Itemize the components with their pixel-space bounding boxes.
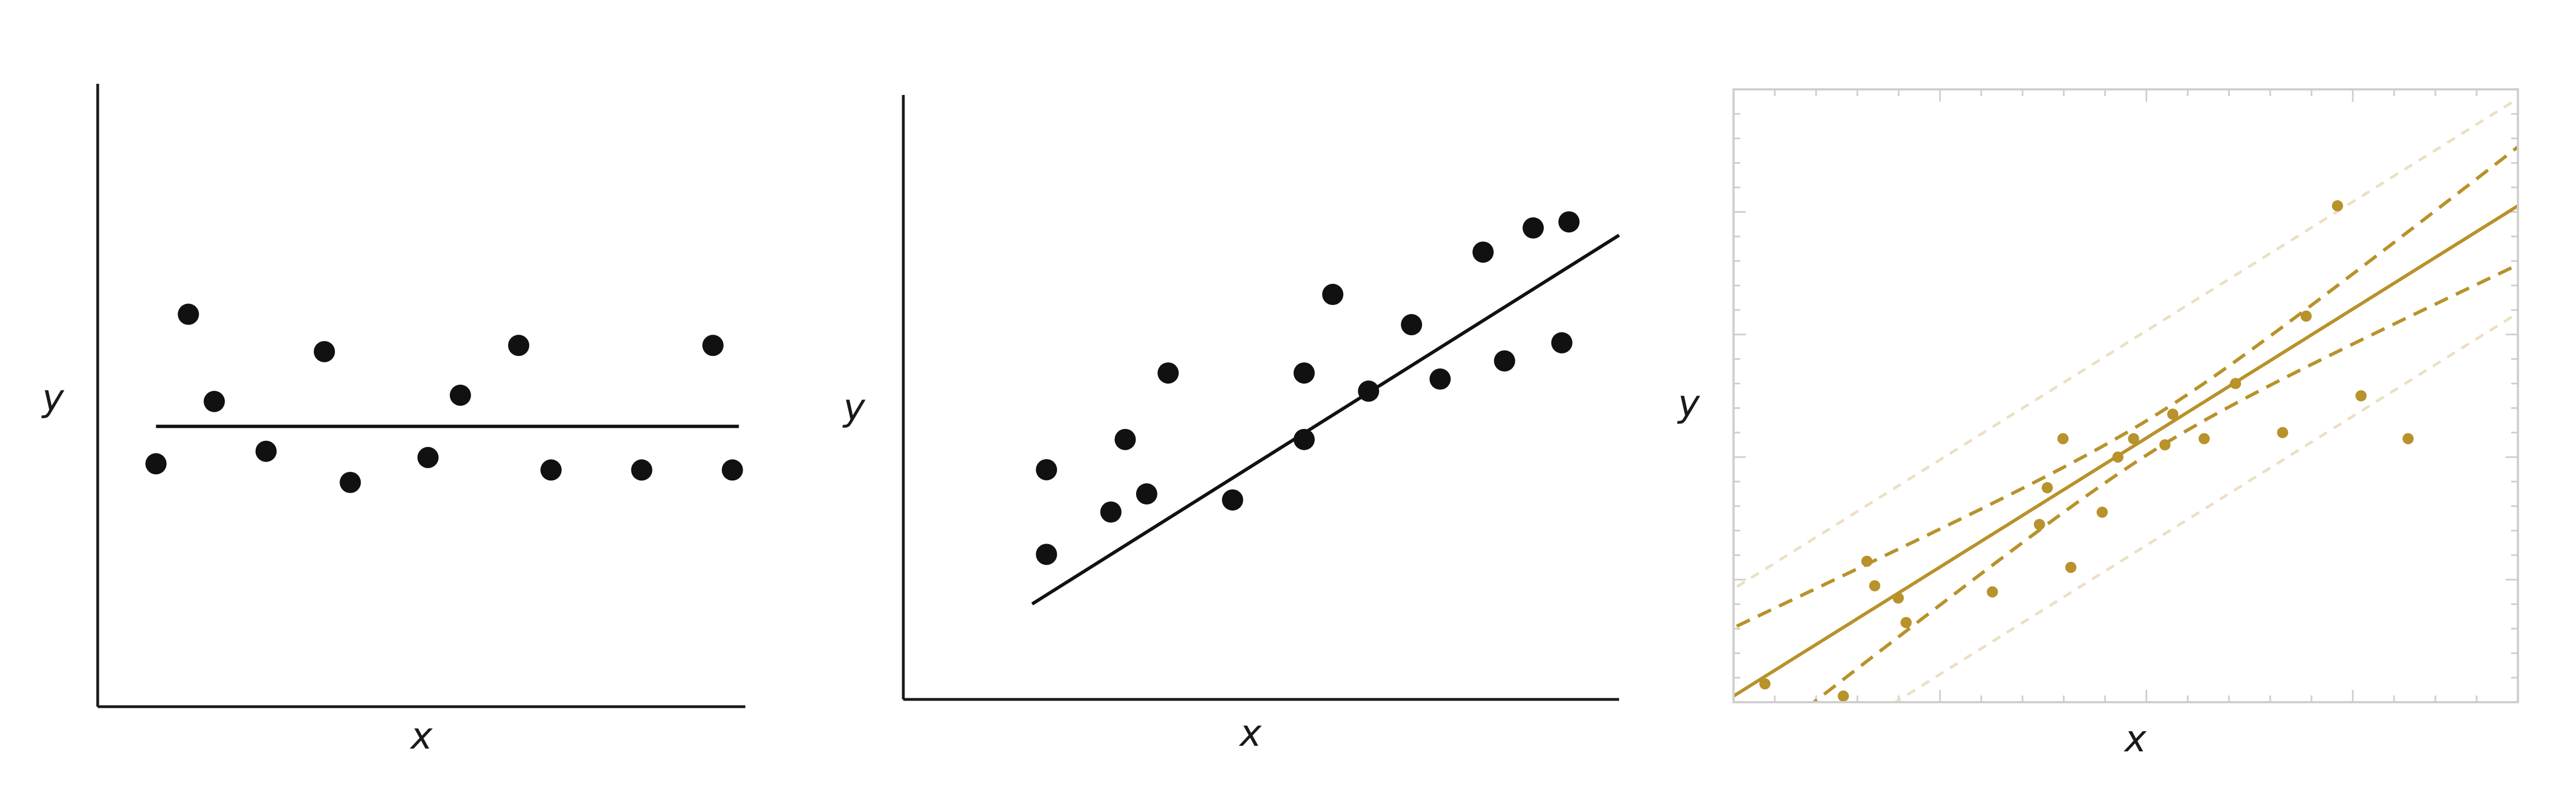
chart-3-point <box>1861 555 1873 567</box>
chart-1-point <box>203 390 225 412</box>
chart-3-point <box>1837 690 1849 701</box>
chart-3-marks <box>1735 97 2517 701</box>
chart-2-point <box>1114 428 1136 450</box>
chart-2-point <box>1157 362 1179 384</box>
chart-3-point <box>2277 427 2288 439</box>
chart-1-point <box>255 440 277 462</box>
chart-3: y x <box>1677 88 2519 760</box>
chart-2-y-label: y <box>842 386 865 429</box>
chart-2-point <box>1472 241 1494 263</box>
chart-2-point <box>1322 284 1344 306</box>
chart-1-y-label: y <box>41 377 64 420</box>
chart-3-point <box>2402 433 2414 445</box>
chart-3-confidence-lower <box>1812 263 2517 701</box>
chart-2-point <box>1522 217 1544 239</box>
chart-3-point <box>1893 592 1904 604</box>
chart-2-point <box>1358 380 1380 402</box>
chart-3-point <box>1900 617 1912 628</box>
chart-1-point <box>631 459 653 481</box>
chart-1: y x <box>41 84 745 758</box>
chart-3-point <box>2331 200 2343 212</box>
chart-1-point <box>449 384 471 406</box>
chart-2-marks <box>1031 211 1620 606</box>
chart-2-point <box>1222 489 1243 511</box>
chart-2-x-label: x <box>1238 712 1262 755</box>
chart-2-point <box>1100 501 1122 523</box>
chart-3-x-label: x <box>2123 717 2147 760</box>
chart-3-confidence-upper <box>1735 145 2517 629</box>
chart-3-point <box>2057 433 2069 445</box>
chart-2-point <box>1036 459 1057 480</box>
chart-3-point <box>1869 580 1880 592</box>
chart-1-x-label: x <box>409 715 433 758</box>
chart-3-point <box>1986 586 1998 598</box>
chart-1-point <box>702 335 724 356</box>
chart-2-point <box>1493 350 1515 372</box>
chart-2-point <box>1293 428 1315 450</box>
chart-3-point <box>2355 390 2367 402</box>
chart-3-point <box>2065 561 2077 573</box>
chart-1-point <box>721 459 743 481</box>
chart-3-point <box>2128 433 2139 445</box>
chart-3-point <box>2159 439 2171 451</box>
chart-3-point <box>2199 433 2210 445</box>
chart-1-point <box>314 341 335 363</box>
chart-2-fit-line <box>1031 234 1620 606</box>
chart-3-prediction-lower <box>1894 312 2517 701</box>
chart-1-point <box>339 471 361 493</box>
chart-3-point <box>2042 482 2053 494</box>
chart-2-point <box>1036 544 1057 565</box>
chart-3-point <box>2096 506 2108 518</box>
chart-1-point <box>540 459 562 481</box>
chart-2-point <box>1558 211 1580 233</box>
chart-3-y-label: y <box>1677 382 1700 425</box>
chart-1-point <box>508 335 529 356</box>
chart-1-marks <box>145 303 743 493</box>
chart-1-point <box>417 447 439 468</box>
chart-3-prediction-upper <box>1735 97 2517 590</box>
chart-3-fit-line <box>1735 204 2517 698</box>
chart-3-point <box>2167 408 2178 420</box>
chart-2-point <box>1551 332 1573 354</box>
chart-3-point <box>2112 451 2124 463</box>
chart-2: y x <box>842 95 1620 755</box>
chart-2-point <box>1429 368 1451 390</box>
chart-3-point <box>2230 378 2242 389</box>
chart-2-point <box>1293 362 1315 384</box>
chart-2-point <box>1136 483 1157 505</box>
chart-1-point <box>178 303 199 325</box>
chart-2-point <box>1401 314 1423 336</box>
chart-3-point <box>2300 310 2312 322</box>
chart-3-ticks <box>1734 89 2518 702</box>
chart-1-point <box>145 453 167 475</box>
chart-3-frame <box>1732 88 2519 703</box>
chart-3-point <box>2033 518 2045 530</box>
chart-3-point <box>1759 678 1771 690</box>
